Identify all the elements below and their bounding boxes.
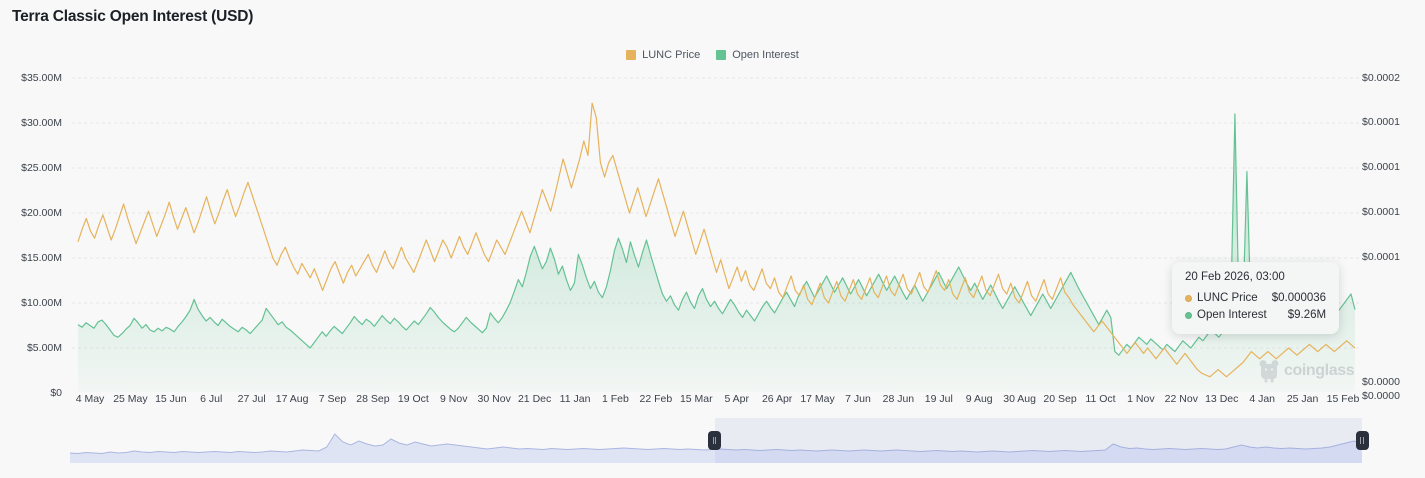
x-axis-tick: 9 Aug [965,393,993,405]
x-axis: 4 May 25 May 15 Jun 6 Jul 27 Jul 17 Aug 7 Sep 2… [0,393,1425,409]
y-axis-right-tick: $0.0002 [1362,72,1400,84]
y-axis-left-tick: $20.00M [21,207,62,219]
chart-tooltip: 20 Feb 2026, 03:00 LUNC Price $0.000036 … [1172,262,1340,334]
legend-item-open-interest[interactable]: Open Interest [716,49,799,61]
x-axis-tick: 1 Nov [1127,393,1155,405]
square-swatch-icon [716,50,727,60]
y-axis-right-tick: $0.0000 [1362,376,1400,388]
tooltip-value-open-interest: $9.26M [1287,309,1327,321]
y-axis-left-tick: $15.00M [21,252,62,264]
y-axis-left-tick: $0 [50,387,62,399]
x-axis-tick: 20 Sep [1043,393,1077,405]
x-axis-tick: 28 Sep [356,393,390,405]
x-axis-tick: 21 Dec [517,393,552,405]
x-axis-tick: 30 Aug [1003,393,1036,405]
x-axis-tick: 17 Aug [275,393,309,405]
page-title: Terra Classic Open Interest (USD) [12,8,254,25]
y-axis-left-tick: $10.00M [21,297,62,309]
x-axis-tick: 5 Apr [724,393,749,405]
plot-svg [72,77,1361,392]
y-axis-right-tick: $0.0001 [1362,116,1400,128]
x-axis-tick: 7 Sep [318,393,347,405]
x-axis-tick: 6 Jul [200,393,223,405]
y-axis-right-tick: $0.0000 [1362,390,1400,402]
x-axis-tick: 7 Jun [845,393,871,405]
x-axis-tick: 15 Jun [155,393,187,405]
dot-marker-icon [1185,312,1192,319]
x-axis-tick: 9 Nov [440,393,468,405]
square-swatch-icon [626,50,637,60]
x-axis-tick: 15 Mar [679,393,713,405]
x-axis-tick: 11 Jan [559,393,591,405]
x-axis-tick: 13 Dec [1205,393,1239,405]
y-axis-right: $0.0002 $0.0001 $0.0001 $0.0001 $0.0001 $0.00… [1362,66,1425,402]
x-axis-tick: 19 Jul [924,393,953,405]
x-axis-tick: 11 Oct [1085,393,1116,405]
tooltip-value-lunc-price: $0.000036 [1271,292,1327,304]
x-axis-tick: 28 Jun [882,393,915,405]
tooltip-date: 20 Feb 2026, 03:00 [1185,271,1285,283]
range-handle-right[interactable] [1355,431,1369,450]
x-axis-tick: 26 Apr [761,393,793,405]
legend-label-lunc-price: LUNC Price [642,49,701,61]
y-axis-left-tick: $25.00M [21,162,62,174]
x-axis-tick: 15 Feb [1326,393,1360,405]
y-axis-right-tick: $0.0001 [1362,161,1400,173]
x-axis-tick: 17 May [800,393,835,405]
legend-item-lunc-price[interactable]: LUNC Price [626,49,700,61]
tooltip-row-lunc-price: LUNC Price $0.000036 [1185,290,1326,307]
x-axis-tick: 1 Feb [602,393,629,405]
y-axis-left-tick: $30.00M [21,117,62,129]
tooltip-row-open-interest: Open Interest $9.26M [1185,307,1326,324]
series-area-open-interest [78,114,1355,392]
x-axis-tick: 25 Jan [1286,393,1319,405]
x-axis-tick: 22 Feb [639,393,673,405]
plot-area[interactable] [0,66,1425,392]
y-axis-right-tick: $0.0001 [1362,206,1400,218]
navigator-area [70,434,1362,463]
x-axis-tick: 25 May [113,393,148,405]
x-axis-tick: 4 Jan [1249,393,1275,405]
legend-label-open-interest: Open Interest [732,49,799,61]
tooltip-label-open-interest: Open Interest [1197,309,1267,321]
tooltip-label-lunc-price: LUNC Price [1197,292,1258,304]
x-axis-tick: 30 Nov [477,393,511,405]
y-axis-left-tick: $5.00M [26,342,62,354]
range-slider[interactable] [70,418,1369,463]
series-line-open-interest [77,113,1356,356]
y-axis-right-tick: $0.0001 [1362,251,1400,263]
x-axis-tick: 19 Oct [397,393,429,405]
x-axis-tick: 22 Nov [1164,393,1198,405]
x-axis-tick: 4 May [75,393,105,405]
dot-marker-icon [1185,295,1192,302]
chart-legend: LUNC Price Open Interest [0,49,1425,61]
y-axis-left-tick: $35.00M [21,72,62,84]
y-axis-left: $0 $5.00M $10.00M $15.00M $20.00M $25.00M $30.… [0,66,72,399]
range-handle-left[interactable] [708,431,722,450]
x-axis-tick: 27 Jul [237,393,266,405]
series-line-lunc-price [77,102,1356,378]
